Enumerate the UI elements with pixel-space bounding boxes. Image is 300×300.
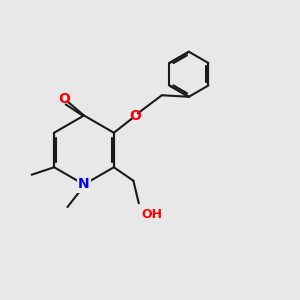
- Text: OH: OH: [141, 208, 162, 221]
- Text: O: O: [58, 92, 70, 106]
- Text: O: O: [129, 109, 141, 123]
- Text: N: N: [78, 178, 90, 191]
